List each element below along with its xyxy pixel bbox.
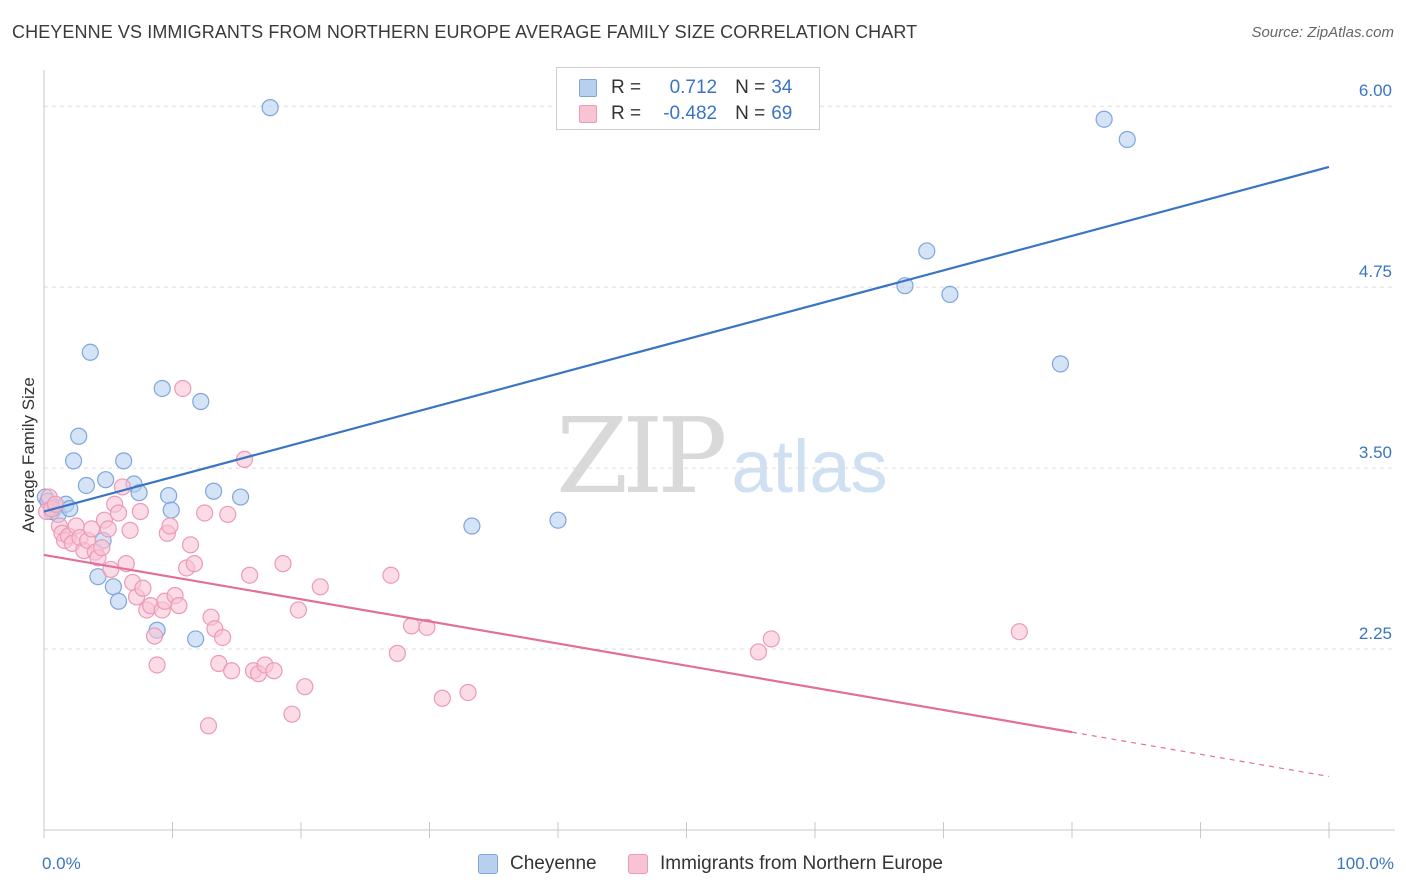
point-immigrants-from-northern-europe xyxy=(170,597,188,615)
point-immigrants-from-northern-europe xyxy=(181,536,200,554)
legend-swatch-immigrants xyxy=(579,105,597,123)
point-immigrants-from-northern-europe xyxy=(274,555,292,573)
point-immigrants-from-northern-europe xyxy=(459,683,477,702)
bottom-legend-cheyenne: Cheyenne xyxy=(478,852,597,876)
point-cheyenne xyxy=(1118,130,1136,149)
point-cheyenne xyxy=(160,487,178,505)
y-tick-label: 4.75 xyxy=(1359,262,1392,281)
legend-swatch-cheyenne xyxy=(579,79,597,97)
point-immigrants-from-northern-europe xyxy=(134,579,152,597)
point-cheyenne xyxy=(104,578,122,596)
point-cheyenne xyxy=(205,482,223,500)
point-cheyenne xyxy=(1051,355,1070,373)
point-immigrants-from-northern-europe xyxy=(210,654,228,673)
point-immigrants-from-northern-europe xyxy=(382,566,400,584)
point-cheyenne xyxy=(81,343,99,361)
point-cheyenne xyxy=(70,427,88,445)
point-immigrants-from-northern-europe xyxy=(148,656,166,674)
point-immigrants-from-northern-europe xyxy=(241,566,259,584)
bottom-legend-immigrants: Immigrants from Northern Europe xyxy=(628,852,943,876)
point-immigrants-from-northern-europe xyxy=(161,517,179,535)
point-cheyenne xyxy=(115,452,133,470)
point-cheyenne xyxy=(261,99,279,117)
point-immigrants-from-northern-europe xyxy=(121,521,139,539)
point-immigrants-from-northern-europe xyxy=(296,678,314,696)
point-immigrants-from-northern-europe xyxy=(145,627,164,645)
y-tick-label: 6.00 xyxy=(1359,81,1392,100)
point-cheyenne xyxy=(89,568,107,586)
legend-n-label: N = xyxy=(735,103,766,124)
point-immigrants-from-northern-europe xyxy=(109,504,128,522)
trendline-extension-immigrants-from-northern-europe xyxy=(1071,731,1330,778)
legend-n-value: 34 xyxy=(771,77,793,98)
point-immigrants-from-northern-europe xyxy=(762,630,780,648)
point-immigrants-from-northern-europe xyxy=(185,555,203,573)
point-immigrants-from-northern-europe xyxy=(433,689,451,707)
legend-r-value: -0.482 xyxy=(663,103,718,124)
legend-n-label: N = xyxy=(735,77,766,98)
bottom-legend-label-immigrants: Immigrants from Northern Europe xyxy=(660,853,943,874)
point-cheyenne xyxy=(97,471,115,489)
point-cheyenne xyxy=(162,501,180,519)
point-immigrants-from-northern-europe xyxy=(418,618,436,636)
point-immigrants-from-northern-europe xyxy=(311,578,329,596)
point-cheyenne xyxy=(549,511,567,529)
point-cheyenne xyxy=(918,242,936,260)
point-cheyenne xyxy=(77,476,96,495)
point-immigrants-from-northern-europe xyxy=(289,601,308,619)
legend-r-value: 0.712 xyxy=(669,77,718,98)
point-cheyenne xyxy=(941,285,959,303)
point-immigrants-from-northern-europe xyxy=(214,628,232,647)
legend-n-value: 69 xyxy=(771,103,793,124)
point-immigrants-from-northern-europe xyxy=(131,502,149,521)
trendline-immigrants-from-northern-europe xyxy=(43,553,1073,734)
x-tick-label: 100.0% xyxy=(1336,854,1394,873)
point-cheyenne xyxy=(130,484,148,502)
bottom-legend-swatch-immigrants xyxy=(628,854,648,874)
point-immigrants-from-northern-europe xyxy=(82,520,101,538)
point-immigrants-from-northern-europe xyxy=(199,717,218,735)
point-cheyenne xyxy=(192,392,210,411)
legend-r-label: R = xyxy=(611,77,642,98)
watermark: ZIP atlas xyxy=(556,395,888,517)
watermark-atlas: atlas xyxy=(731,425,888,508)
x-tick-label: 0.0% xyxy=(42,854,81,873)
legend-row-cheyenne: R = 0.712 N = 34 xyxy=(579,76,792,100)
source-label: Source: ZipAtlas.com xyxy=(1251,24,1394,41)
point-cheyenne xyxy=(64,452,83,470)
point-immigrants-from-northern-europe xyxy=(1010,623,1028,641)
trendline-cheyenne xyxy=(43,165,1330,513)
watermark-zip: ZIP xyxy=(556,395,727,517)
point-cheyenne xyxy=(187,630,205,648)
point-immigrants-from-northern-europe xyxy=(223,662,241,680)
point-cheyenne xyxy=(153,379,171,398)
point-immigrants-from-northern-europe xyxy=(102,560,120,579)
y-tick-label: 2.25 xyxy=(1359,624,1392,643)
bottom-legend-swatch-cheyenne xyxy=(478,854,498,874)
point-cheyenne xyxy=(109,592,128,610)
legend-row-immigrants: R = -0.482 N = 69 xyxy=(579,102,792,126)
point-cheyenne xyxy=(232,488,250,506)
point-immigrants-from-northern-europe xyxy=(93,539,111,557)
point-cheyenne xyxy=(463,517,481,535)
chart-title: CHEYENNE VS IMMIGRANTS FROM NORTHERN EUR… xyxy=(12,22,918,42)
point-immigrants-from-northern-europe xyxy=(219,505,237,524)
bottom-legend-label-cheyenne: Cheyenne xyxy=(510,853,597,874)
point-immigrants-from-northern-europe xyxy=(749,643,768,661)
correlation-legend: R = 0.712 N = 34 R = -0.482 N = 69 xyxy=(556,67,820,130)
y-axis-label: Average Family Size xyxy=(19,377,38,533)
y-tick-label: 3.50 xyxy=(1359,443,1392,462)
point-immigrants-from-northern-europe xyxy=(174,379,192,398)
point-immigrants-from-northern-europe xyxy=(265,662,283,680)
legend-r-label: R = xyxy=(611,103,642,124)
point-immigrants-from-northern-europe xyxy=(283,705,301,723)
point-immigrants-from-northern-europe xyxy=(196,504,214,522)
point-immigrants-from-northern-europe xyxy=(388,644,406,662)
point-cheyenne xyxy=(1095,110,1113,128)
point-immigrants-from-northern-europe xyxy=(99,520,117,538)
